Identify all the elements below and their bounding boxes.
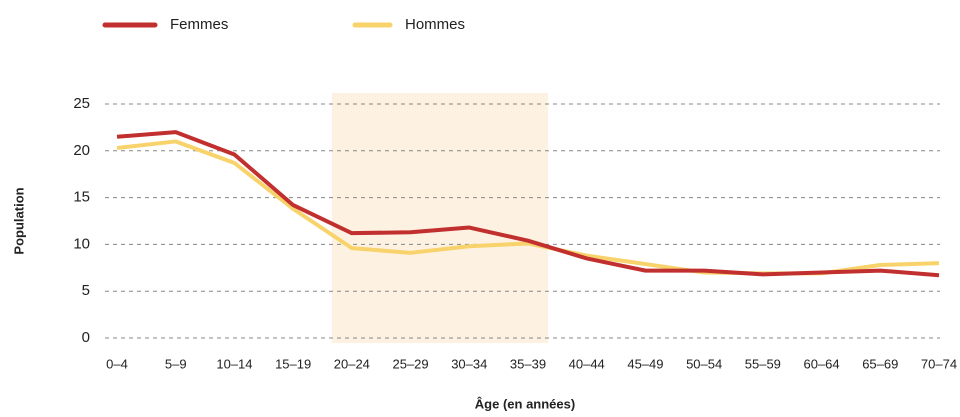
- x-tick-label: 70–74: [921, 356, 957, 371]
- x-tick-label: 50–54: [686, 356, 722, 371]
- x-tick-label: 25–29: [392, 356, 428, 371]
- x-tick-label: 5–9: [165, 356, 187, 371]
- line-series: [116, 130, 940, 278]
- x-tick-label: 55–59: [745, 356, 781, 371]
- y-tick-label: 10: [73, 235, 90, 252]
- y-tick-label: 25: [73, 95, 90, 112]
- x-tick-label: 20–24: [334, 356, 370, 371]
- y-tick-label: 5: [82, 282, 90, 299]
- x-tick-label: 30–34: [451, 356, 487, 371]
- x-axis-title: Âge (en années): [475, 396, 575, 411]
- y-axis-title: Population: [11, 187, 26, 254]
- y-tick-label: 0: [82, 329, 90, 346]
- x-tick-label: 60–64: [803, 356, 839, 371]
- x-tick-label: 40–44: [569, 356, 605, 371]
- legend-label: Femmes: [170, 16, 228, 33]
- highlight-band: [331, 93, 548, 343]
- y-tick-label: 20: [73, 142, 90, 159]
- y-tick-label: 15: [73, 189, 90, 206]
- x-tick-label: 45–49: [627, 356, 663, 371]
- x-tick-label: 10–14: [216, 356, 252, 371]
- x-tick-label: 65–69: [862, 356, 898, 371]
- x-tick-label: 0–4: [106, 356, 128, 371]
- x-tick-label: 15–19: [275, 356, 311, 371]
- x-tick-label: 35–39: [510, 356, 546, 371]
- legend-label: Hommes: [405, 16, 465, 33]
